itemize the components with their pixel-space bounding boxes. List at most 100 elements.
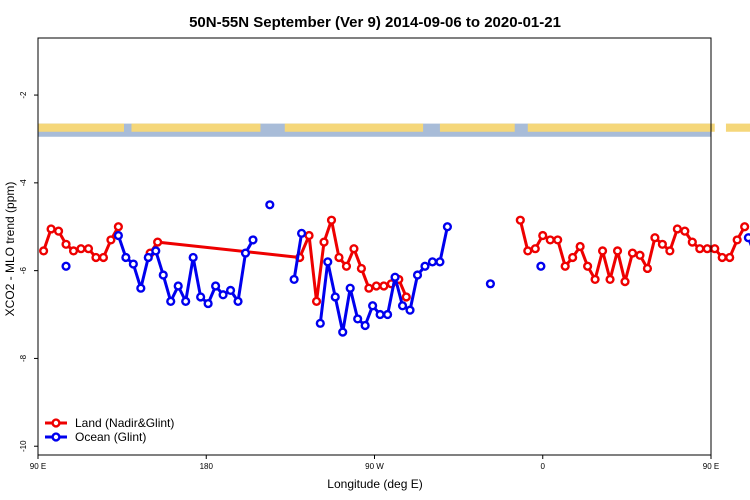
series-1-point-36 (382, 309, 393, 320)
y-tick-label-2: -6 (19, 267, 28, 275)
series-1-point-35 (375, 309, 385, 320)
series-1-point-10 (173, 281, 183, 291)
plot-frame (37, 37, 712, 456)
series-0-point-46 (635, 250, 645, 260)
series-1-point-17 (225, 285, 236, 295)
x-tick-label-3: 0 (541, 462, 546, 471)
series-0-point-2 (53, 226, 64, 236)
series-0-point-25 (379, 281, 389, 291)
series-0-point-6 (83, 244, 94, 254)
series-0-point-60 (740, 222, 750, 232)
series-0-point-47 (642, 263, 653, 274)
series-1-point-38 (397, 301, 408, 311)
series-0-point-43 (612, 246, 623, 256)
series-1-point-18 (233, 296, 243, 306)
x-tick-label-1: 180 (200, 462, 214, 471)
land-mask-band (38, 123, 750, 137)
series-0-point-44 (620, 277, 630, 287)
series-1-point-11 (181, 296, 191, 306)
series-0-point-39 (583, 261, 593, 271)
series-1-point-39 (405, 305, 415, 315)
y-tick-label-1: -4 (19, 179, 28, 187)
y-axis-label: XCO2 - MLO trend (ppm) (3, 182, 17, 317)
series-0-point-15 (304, 230, 314, 241)
series-0-point-23 (364, 283, 374, 293)
series-1-point-41 (420, 261, 430, 271)
legend-label-0: Land (Nadir&Glint) (75, 416, 174, 430)
series-1-point-5 (136, 283, 146, 293)
series-1-point-6 (143, 252, 153, 263)
series-1-point-29 (330, 292, 340, 302)
series-1-point-50 (743, 233, 750, 243)
series-0-point-40 (590, 274, 600, 285)
series-0-point-31 (523, 246, 533, 256)
series-0-point-33 (538, 230, 548, 241)
series-1-point-33 (360, 320, 370, 331)
series-0-point-21 (349, 244, 359, 254)
x-tick-label-4: 90 E (703, 462, 719, 471)
series-1-point-16 (218, 290, 228, 300)
y-tick-label-0: -2 (19, 91, 28, 99)
series-0-point-5 (76, 244, 86, 254)
series-0-point-55 (702, 244, 712, 254)
series-0-point-24 (371, 281, 381, 291)
series-0-point-58 (725, 252, 735, 263)
series-1-point-9 (166, 296, 176, 306)
series-1-point-4 (128, 259, 138, 269)
series-0-point-51 (672, 224, 682, 234)
series-0-point-38 (575, 241, 585, 252)
series-1-point-42 (427, 257, 438, 267)
series-1-point-15 (210, 281, 221, 291)
series-0-point-49 (657, 239, 667, 249)
series-0-point-52 (680, 226, 690, 236)
series-0-point-1 (46, 224, 56, 234)
series-0-point-32 (530, 244, 540, 254)
series-1-point-27 (315, 318, 325, 328)
x-tick-label-2: 90 W (365, 462, 384, 471)
series-0-point-56 (710, 244, 720, 254)
series-0-point-7 (91, 252, 101, 263)
series-0-point-9 (106, 235, 116, 245)
series-0-point-4 (68, 246, 79, 256)
series-1-point-34 (368, 301, 378, 311)
series-1-point-25 (296, 228, 307, 238)
series-0-point-17 (319, 237, 329, 247)
y-tick-label-3: -8 (19, 354, 28, 362)
series-0-point-59 (732, 235, 742, 245)
series-1-point-43 (435, 257, 445, 267)
band-land-1 (131, 123, 261, 132)
series-0-point-57 (717, 252, 727, 263)
series-1-point-14 (203, 298, 213, 309)
series-1-point-12 (188, 252, 198, 263)
series-0-point-19 (334, 252, 344, 263)
legend-label-1: Ocean (Glint) (75, 430, 146, 444)
series-0-point-36 (560, 261, 570, 271)
series-1-point-8 (158, 270, 168, 280)
series-1-point-28 (323, 257, 333, 267)
series-0-point-8 (98, 252, 109, 263)
series-0-point-18 (326, 215, 337, 225)
series-0-point-28 (401, 292, 411, 302)
series-0-point-16 (311, 296, 322, 306)
series-0-point-13 (153, 237, 163, 247)
series-0-point-37 (568, 252, 578, 263)
band-land-4 (527, 123, 715, 132)
series-1-point-40 (412, 270, 423, 280)
series-0-point-22 (356, 263, 367, 274)
x-axis-label: Longitude (deg E) (327, 477, 422, 491)
band-land-5 (725, 123, 750, 132)
axis-ticks: 90 E 180 90 W 0 90 E -2 -4 -6 -8 -10 (19, 91, 719, 471)
series-1-point-19 (240, 248, 251, 258)
series-0-point-53 (687, 237, 697, 247)
series-1-point-2 (113, 230, 123, 241)
series-0-point-0 (39, 246, 49, 256)
series-0-point-42 (605, 274, 615, 285)
series-0-point-3 (61, 239, 71, 249)
series-0-point-34 (545, 235, 555, 245)
series-1-point-0 (61, 261, 71, 271)
series-1-point-32 (353, 314, 363, 324)
band-land-0 (38, 123, 124, 132)
series-1-point-30 (338, 327, 348, 337)
